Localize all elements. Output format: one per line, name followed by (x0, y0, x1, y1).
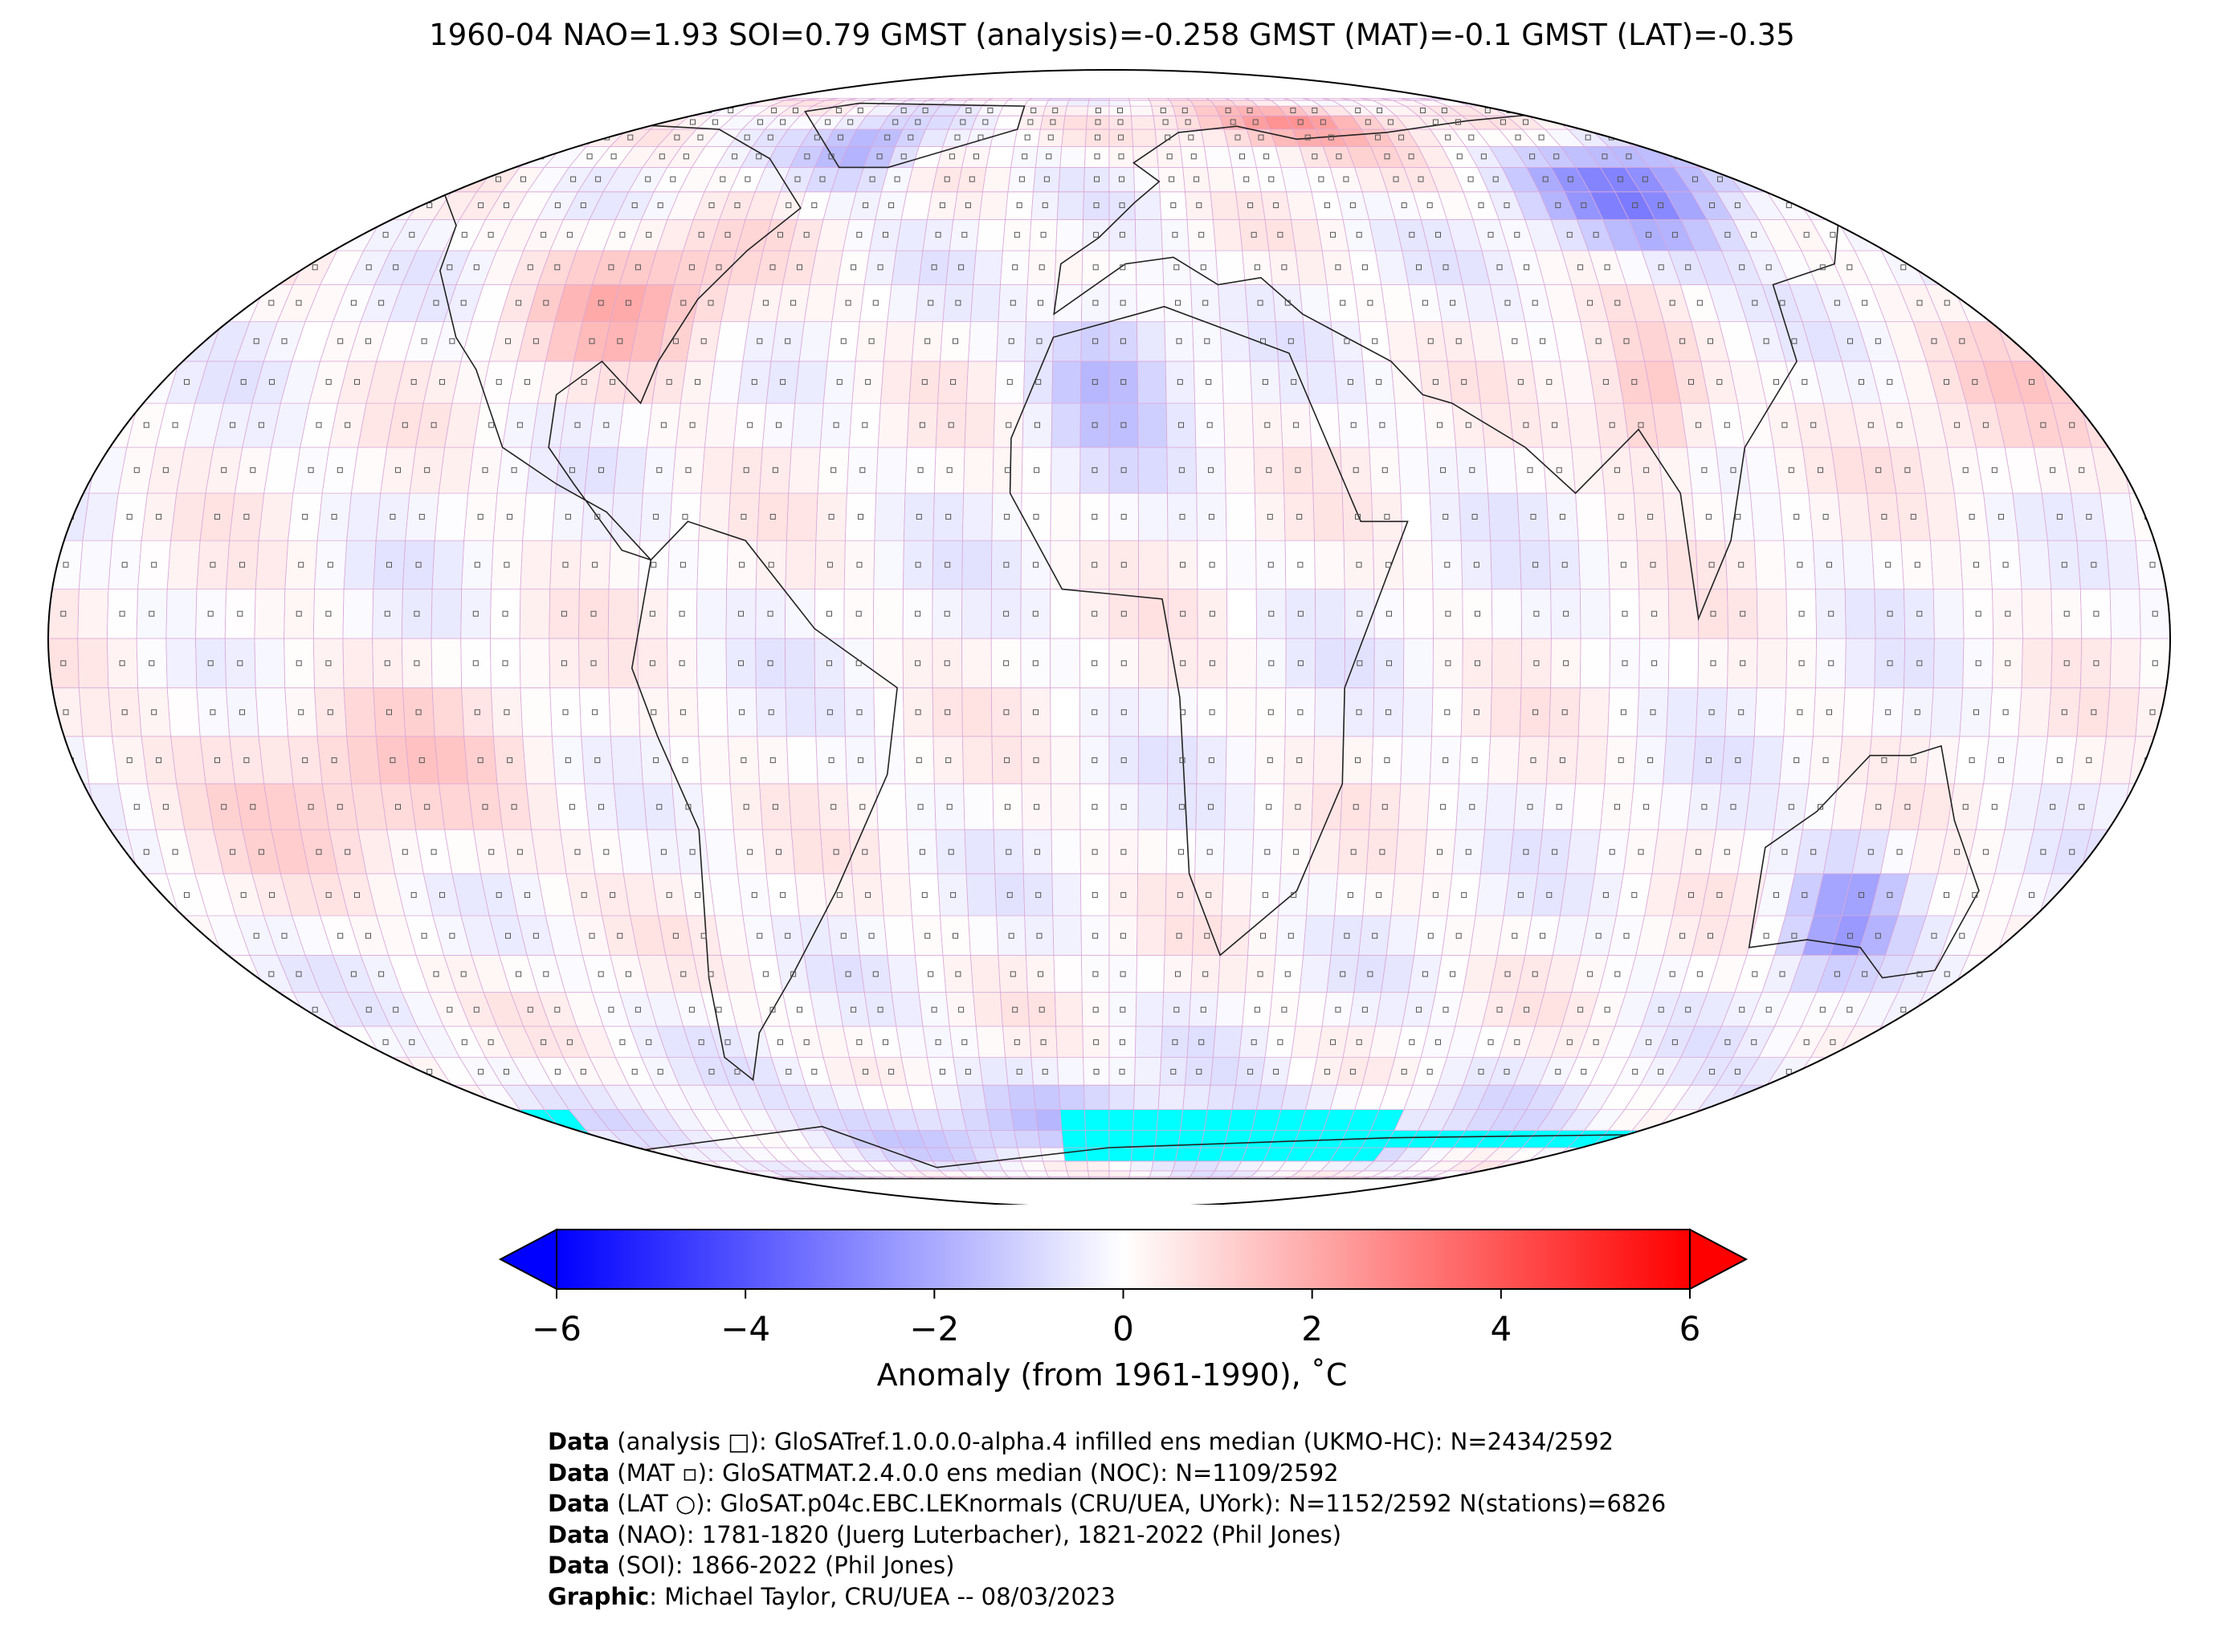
colorbar-tick-label: −6 (532, 1309, 582, 1348)
credit-key: Data (548, 1552, 610, 1579)
credit-text: : Michael Taylor, CRU/UEA -- 08/03/2023 (649, 1582, 1116, 1610)
map-title: 1960-04 NAO=1.93 SOI=0.79 GMST (analysis… (429, 18, 1795, 52)
colorbar (498, 1228, 1749, 1299)
colorbar-extend-high (1689, 1228, 1749, 1291)
colorbar-tick-label: 2 (1301, 1309, 1324, 1348)
anomaly-map (47, 69, 2171, 1205)
credit-line: Data (analysis □): GloSATref.1.0.0.0-alp… (548, 1426, 1666, 1458)
credit-text: (MAT ▫): GloSATMAT.2.4.0.0 ens median (N… (610, 1458, 1339, 1487)
credit-line: Data (NAO): 1781-1820 (Juerg Luterbacher… (548, 1519, 1666, 1551)
credit-text: (LAT ○): GloSAT.p04c.EBC.LEKnormals (CRU… (610, 1490, 1667, 1517)
credit-key: Graphic (548, 1582, 650, 1610)
credit-line: Data (SOI): 1866-2022 (Phil Jones) (548, 1550, 1666, 1581)
colorbar-tick-label: −4 (720, 1309, 771, 1348)
credit-line: Graphic: Michael Taylor, CRU/UEA -- 08/0… (548, 1581, 1666, 1613)
credit-key: Data (548, 1520, 610, 1548)
credit-key: Data (548, 1458, 610, 1487)
colorbar-bar (556, 1229, 1691, 1290)
colorbar-tick-label: 0 (1112, 1309, 1134, 1348)
colorbar-extend-low (498, 1228, 557, 1291)
colorbar-tick-label: 4 (1490, 1309, 1512, 1348)
anomaly-grid (48, 98, 2170, 1179)
credit-line: Data (LAT ○): GloSAT.p04c.EBC.LEKnormals… (548, 1488, 1666, 1519)
colorbar-label: Anomaly (from 1961-1990), ˚C (876, 1357, 1348, 1393)
credit-key: Data (548, 1490, 610, 1517)
credit-text: (NAO): 1781-1820 (Juerg Luterbacher), 18… (610, 1520, 1342, 1548)
credit-text: (SOI): 1866-2022 (Phil Jones) (610, 1552, 955, 1579)
credit-text: (analysis □): GloSATref.1.0.0.0-alpha.4 … (610, 1428, 1614, 1455)
credit-key: Data (548, 1428, 610, 1455)
colorbar-tick-label: 6 (1679, 1309, 1701, 1348)
colorbar-tick-label: −2 (909, 1309, 960, 1348)
credit-line: Data (MAT ▫): GloSATMAT.2.4.0.0 ens medi… (548, 1458, 1666, 1489)
credits: Data (analysis □): GloSATref.1.0.0.0-alp… (548, 1426, 1666, 1612)
